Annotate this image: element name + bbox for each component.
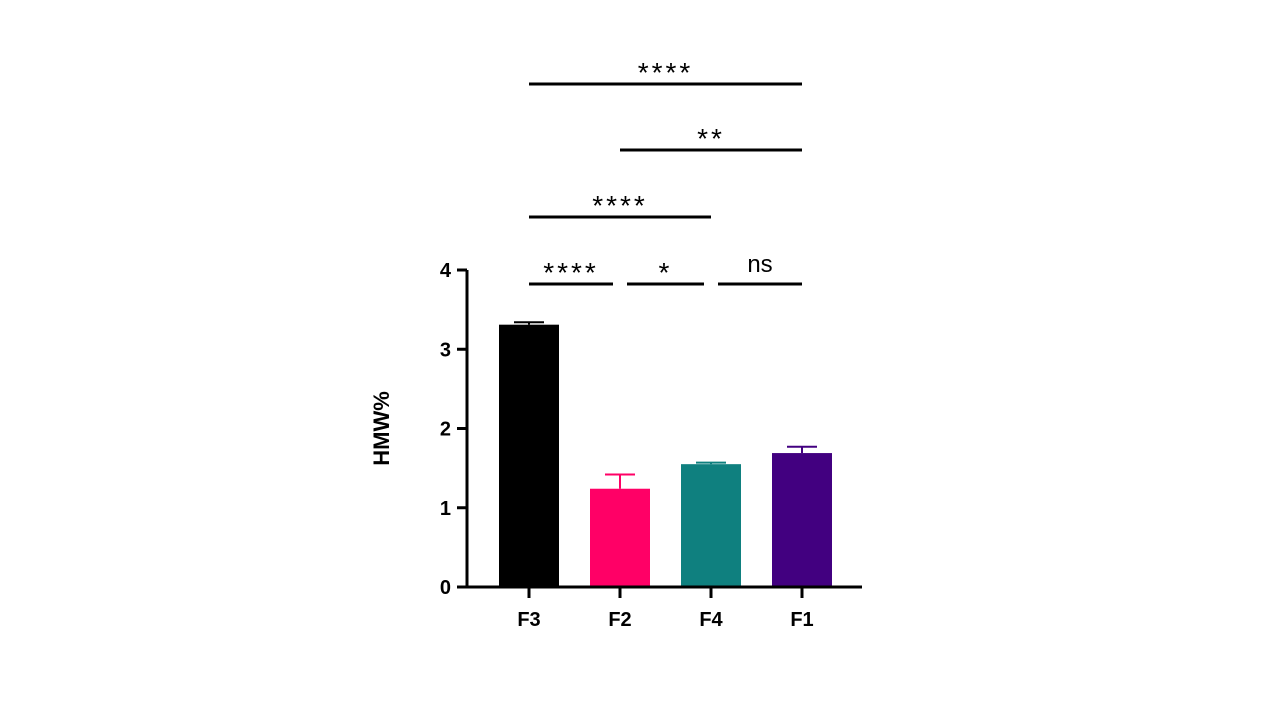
y-tick-label: 0 (440, 577, 451, 599)
significance-label: **** (543, 257, 599, 288)
significance-label: **** (592, 190, 648, 221)
significance-label: ** (697, 123, 725, 154)
y-tick-label: 2 (440, 419, 451, 441)
significance-label: **** (638, 57, 694, 88)
significance-label: ns (747, 251, 772, 278)
x-tick-label-F1: F1 (790, 609, 813, 631)
y-axis-title: HMW% (369, 391, 394, 466)
bar-F3 (499, 324, 559, 587)
bar-F1 (772, 453, 832, 587)
y-tick-label: 4 (440, 260, 452, 282)
bar-F4 (681, 464, 741, 587)
x-tick-label-F2: F2 (608, 609, 631, 631)
significance-layer: **** * ns********** (529, 57, 802, 288)
x-tick-label-F3: F3 (517, 609, 540, 631)
x-tick-label-F4: F4 (699, 609, 723, 631)
y-ticks-layer: 0 1 2 3 4 (440, 260, 467, 599)
significance-label: * (659, 257, 673, 288)
bar-F2 (590, 488, 650, 587)
bars-layer (499, 324, 832, 587)
y-tick-label: 1 (440, 498, 451, 520)
x-ticks-layer: F3 F2 F4 F1 (517, 587, 814, 631)
y-tick-label: 3 (440, 339, 451, 361)
error-bars-layer (514, 321, 817, 489)
